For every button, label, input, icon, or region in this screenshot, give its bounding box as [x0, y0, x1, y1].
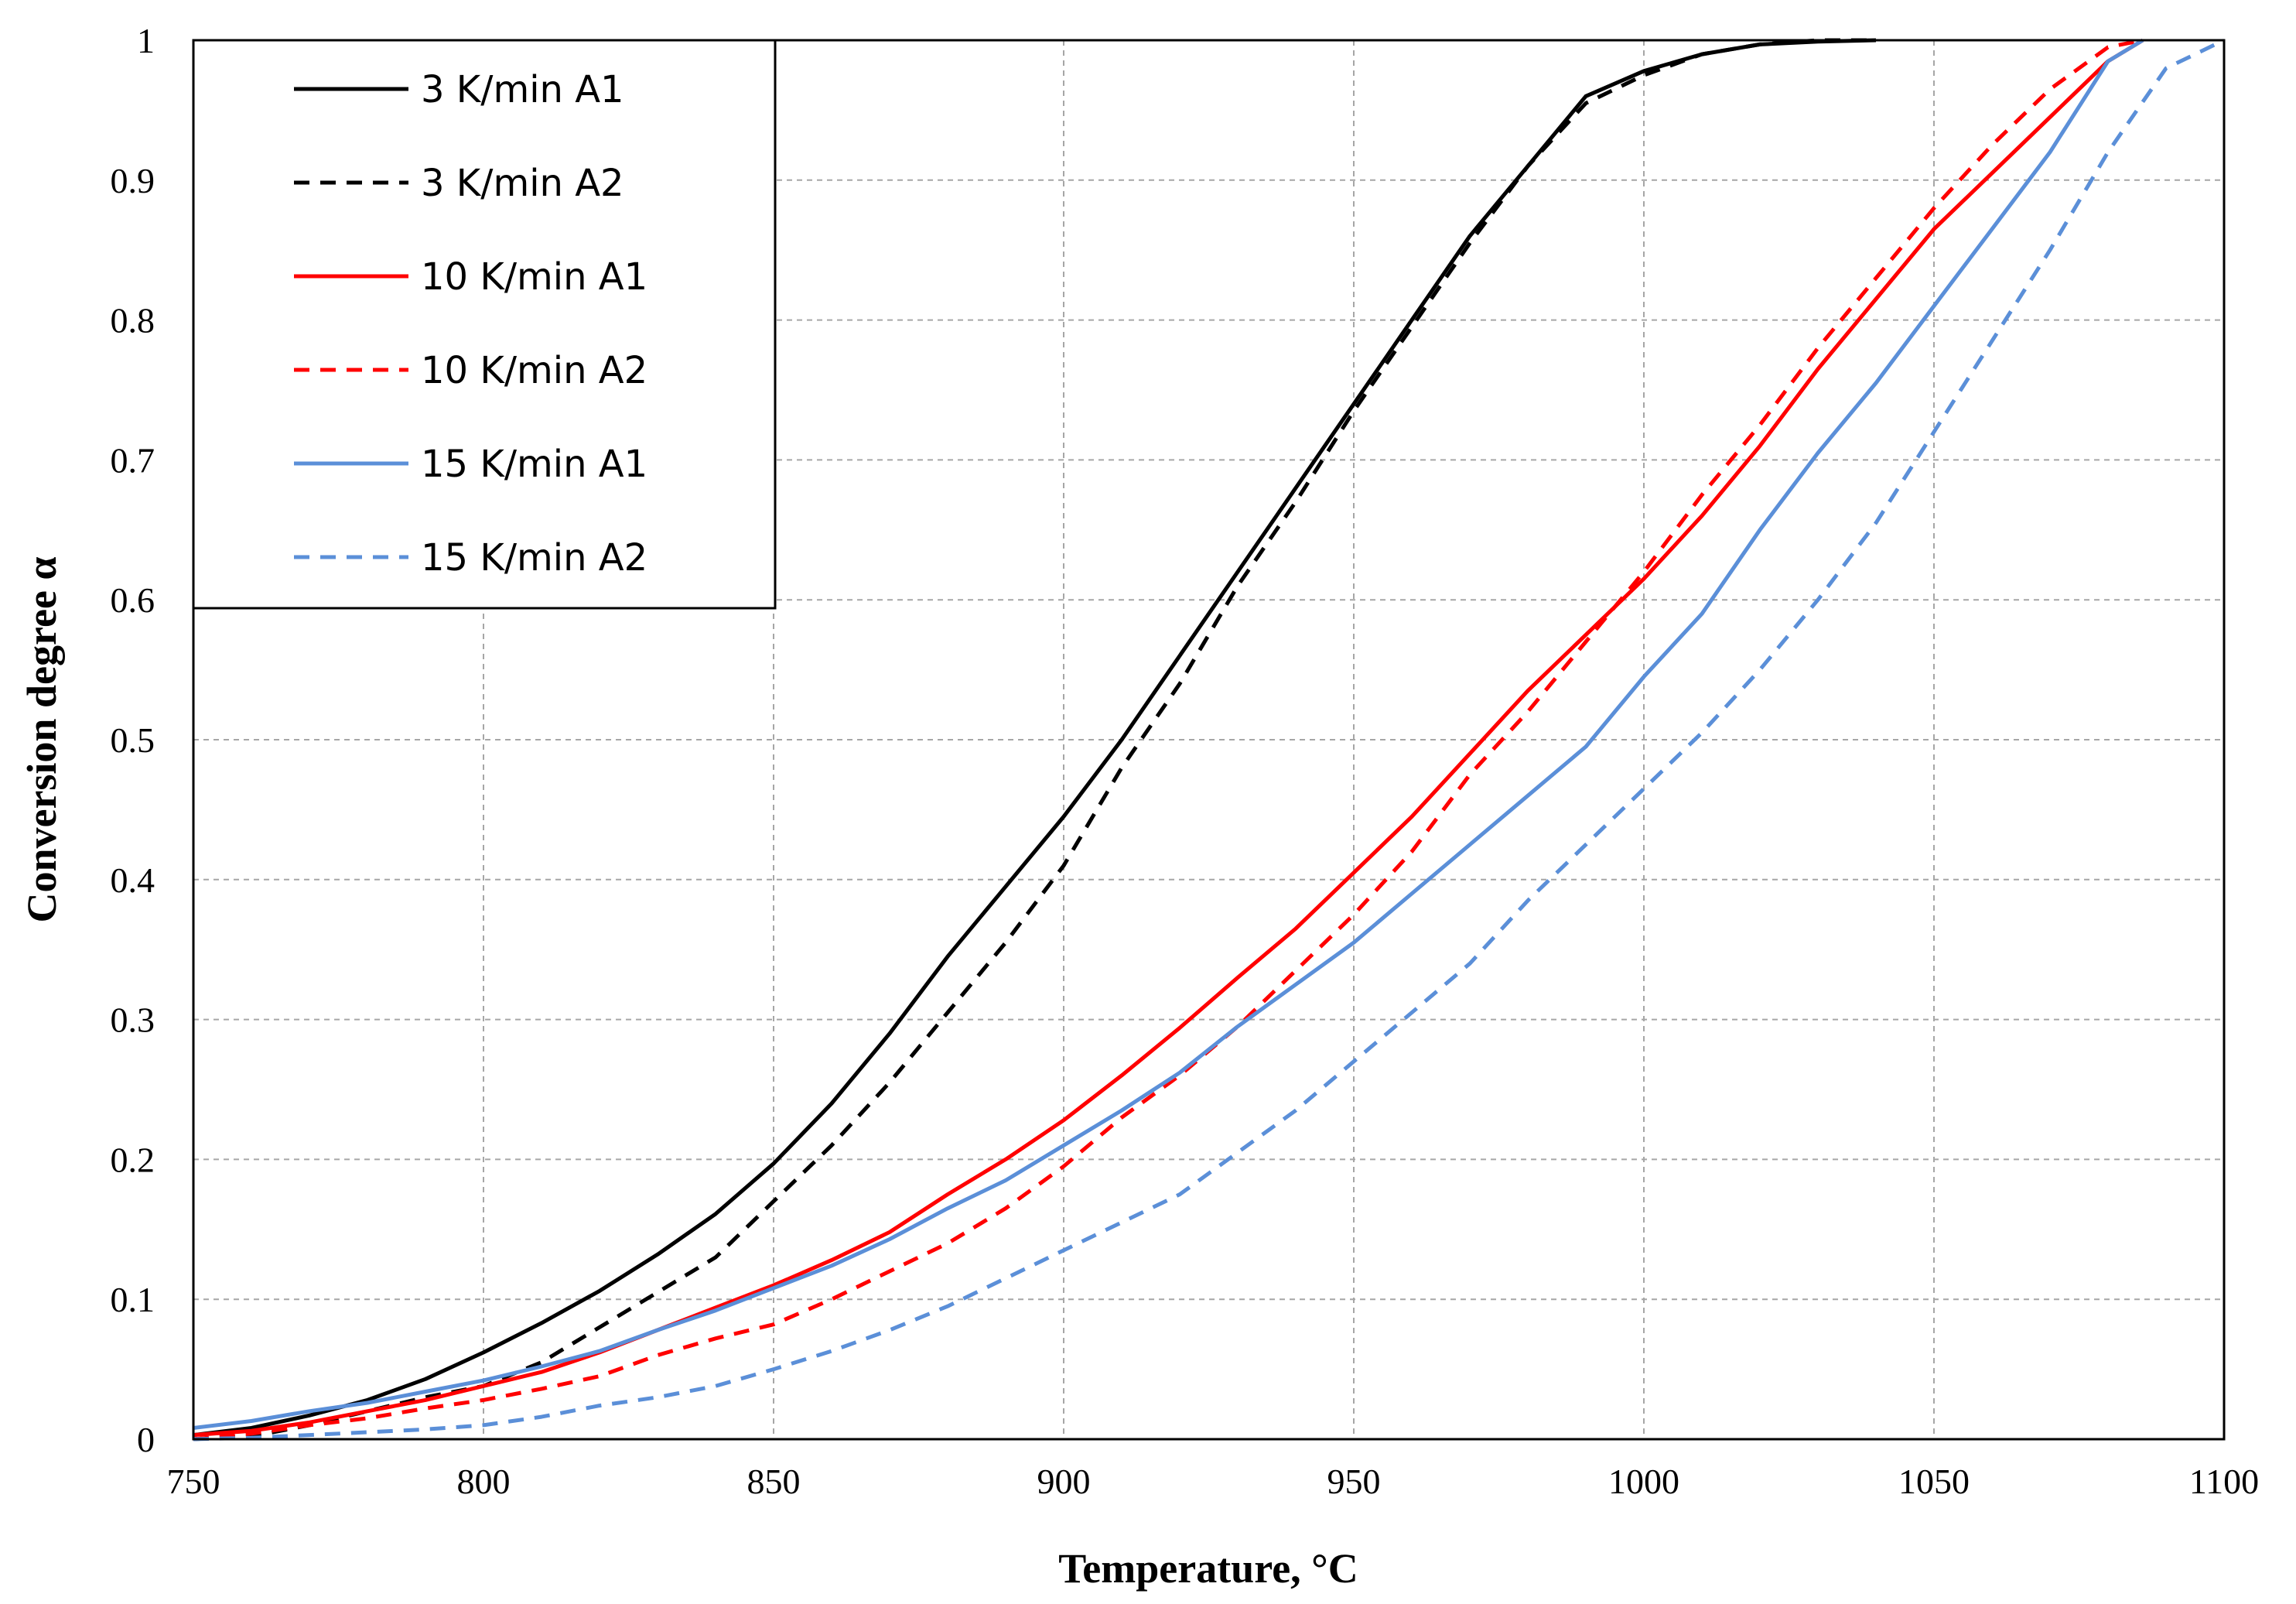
x-tick-label: 750 — [167, 1462, 220, 1501]
y-tick-labels: 0 0.1 0.2 0.3 0.4 0.5 0.6 0.7 0.8 0.9 1 — [111, 21, 155, 1459]
y-tick-label: 0.1 — [111, 1280, 155, 1319]
legend-box — [192, 39, 777, 610]
y-tick-label: 0.3 — [111, 1000, 155, 1040]
x-tick-label: 850 — [747, 1462, 801, 1501]
legend-label: 10 K/min A1 — [421, 255, 647, 299]
x-tick-label: 800 — [457, 1462, 511, 1501]
y-tick-label: 0.7 — [111, 440, 155, 480]
y-tick-label: 1 — [137, 21, 155, 60]
y-axis-title: Conversion degree α — [19, 556, 65, 922]
x-tick-label: 1050 — [1898, 1462, 1970, 1501]
series-line-10-k-min-a1 — [193, 38, 2144, 1438]
legend-label: 15 K/min A1 — [421, 443, 647, 486]
y-tick-label: 0.4 — [111, 860, 155, 900]
x-tick-labels: 750 800 850 900 950 1000 1050 1100 — [167, 1462, 2260, 1501]
y-tick-label: 0.5 — [111, 720, 155, 760]
legend-label: 15 K/min A2 — [421, 536, 647, 580]
legend-label: 3 K/min A1 — [421, 68, 624, 111]
x-tick-label: 1000 — [1608, 1462, 1679, 1501]
x-axis-title: Temperature, °C — [1058, 1545, 1358, 1592]
series-line-3-k-min-a1 — [193, 38, 1877, 1438]
x-tick-label: 950 — [1327, 1462, 1381, 1501]
grid — [193, 40, 2224, 1439]
series-line-15-k-min-a1 — [193, 38, 2144, 1430]
x-tick-label: 900 — [1037, 1462, 1091, 1501]
y-tick-label: 0.2 — [111, 1140, 155, 1179]
legend: 3 K/min A1 3 K/min A2 10 K/min A1 10 K/min … — [192, 39, 777, 610]
series-line-15-k-min-a2 — [193, 38, 2226, 1442]
legend-label: 3 K/min A2 — [421, 162, 624, 205]
plot-area-frame — [192, 39, 2226, 1441]
y-tick-label: 0.9 — [111, 161, 155, 200]
x-tick-label: 1100 — [2189, 1462, 2259, 1501]
legend-label: 10 K/min A2 — [421, 349, 647, 392]
y-tick-label: 0 — [137, 1420, 155, 1459]
y-tick-label: 0.6 — [111, 580, 155, 620]
y-tick-label: 0.8 — [111, 301, 155, 340]
series-line-3-k-min-a2 — [193, 38, 1876, 1442]
series-lines — [193, 38, 2226, 1442]
